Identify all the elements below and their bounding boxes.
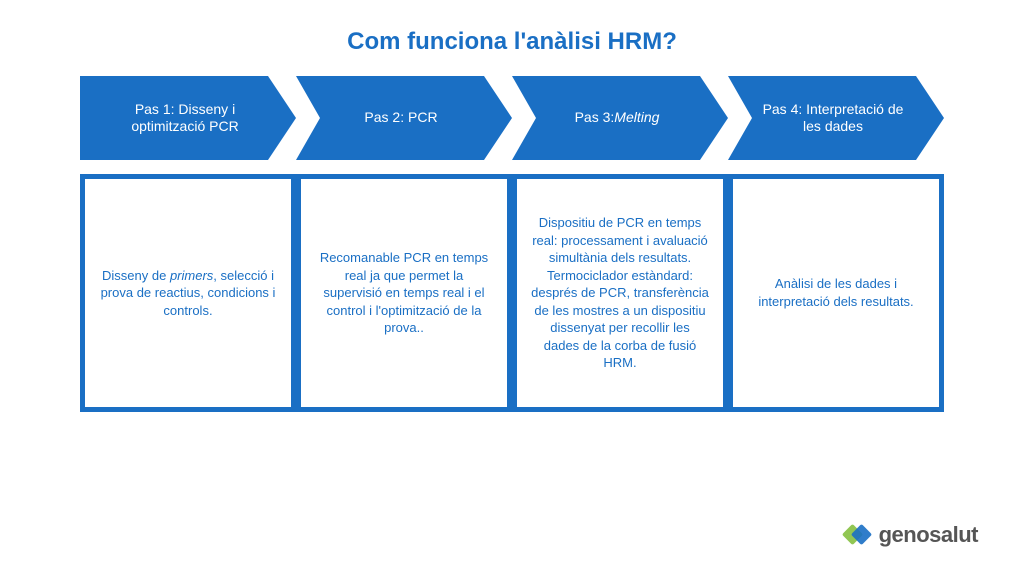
- process-arrows-row: Pas 1: Disseny i optimització PCRPas 2: …: [0, 76, 1024, 160]
- process-step-desc-4: Anàlisi de les dades i interpretació del…: [728, 174, 944, 412]
- page-title: Com funciona l'anàlisi HRM?: [0, 0, 1024, 76]
- logo-mark-icon: [845, 523, 873, 547]
- process-step-desc-3: Dispositiu de PCR en temps real: process…: [512, 174, 728, 412]
- process-step-label-3: Pas 3: Melting: [512, 76, 728, 160]
- process-step-desc-2: Recomanable PCR en temps real ja que per…: [296, 174, 512, 412]
- description-boxes-row: Disseny de primers, selecció i prova de …: [0, 160, 1024, 412]
- process-step-arrow-1: Pas 1: Disseny i optimització PCR: [80, 76, 296, 160]
- process-step-label-1: Pas 1: Disseny i optimització PCR: [80, 76, 296, 160]
- process-step-desc-1: Disseny de primers, selecció i prova de …: [80, 174, 296, 412]
- logo-text: genosalut: [879, 522, 978, 548]
- process-step-label-4: Pas 4: Interpretació de les dades: [728, 76, 944, 160]
- process-step-arrow-2: Pas 2: PCR: [296, 76, 512, 160]
- brand-logo: genosalut: [845, 522, 978, 548]
- process-step-label-2: Pas 2: PCR: [296, 76, 512, 160]
- process-step-arrow-3: Pas 3: Melting: [512, 76, 728, 160]
- page: Com funciona l'anàlisi HRM? Pas 1: Disse…: [0, 0, 1024, 576]
- process-step-arrow-4: Pas 4: Interpretació de les dades: [728, 76, 944, 160]
